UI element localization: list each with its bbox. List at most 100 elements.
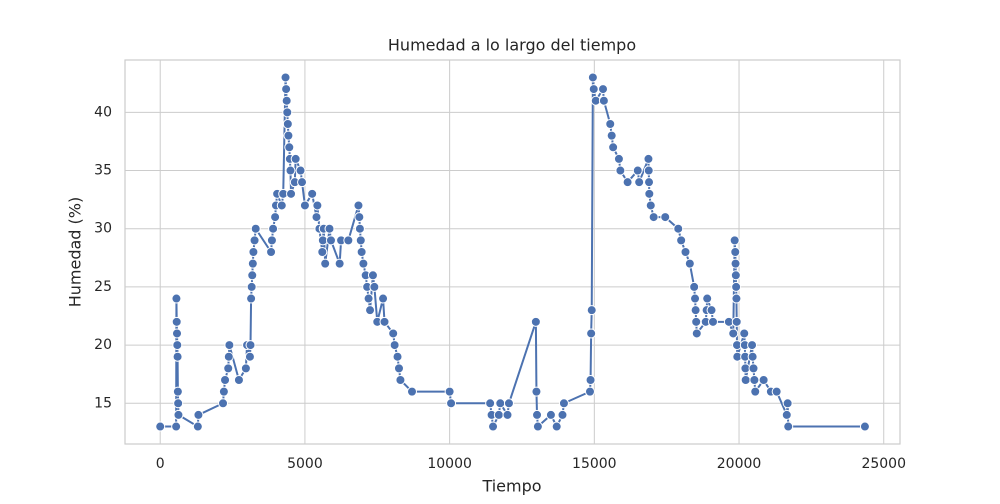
data-point (247, 270, 258, 281)
data-point (485, 398, 496, 409)
data-point (783, 421, 794, 432)
data-point (171, 293, 182, 304)
data-point (622, 177, 633, 188)
data-point (378, 293, 389, 304)
data-point (748, 363, 759, 374)
y-tick-label: 15 (94, 395, 112, 411)
data-point (606, 130, 617, 141)
data-point (172, 351, 183, 362)
data-point (290, 153, 301, 164)
data-point (250, 223, 261, 234)
data-point (706, 305, 717, 316)
data-point (493, 409, 504, 420)
data-point (389, 340, 400, 351)
data-point (284, 142, 295, 153)
data-point (173, 409, 184, 420)
data-point (643, 165, 654, 176)
data-point (739, 328, 750, 339)
data-point (531, 386, 542, 397)
data-point (613, 153, 624, 164)
data-point (295, 165, 306, 176)
data-point (248, 247, 259, 257)
data-point (388, 328, 399, 339)
data-point (530, 316, 541, 327)
data-point (532, 421, 543, 432)
data-point (392, 351, 403, 362)
data-point (307, 188, 318, 199)
data-point (286, 188, 297, 199)
data-point (379, 316, 390, 327)
data-point (859, 421, 870, 432)
data-point (502, 409, 513, 420)
data-point (608, 142, 619, 153)
data-point (645, 200, 656, 211)
data-point (749, 375, 760, 385)
data-point (358, 258, 369, 269)
data-point (245, 340, 256, 351)
data-point (393, 363, 404, 374)
data-point (691, 328, 702, 339)
data-point (281, 95, 292, 106)
data-point (644, 188, 655, 199)
data-point (758, 375, 769, 385)
data-point (320, 258, 331, 269)
data-point (285, 165, 296, 176)
data-point (266, 235, 277, 246)
data-point (680, 247, 691, 257)
data-point (545, 409, 556, 420)
data-point (673, 223, 684, 234)
data-point (355, 235, 366, 246)
data-point (731, 281, 742, 292)
data-point (218, 386, 229, 397)
data-point (702, 293, 713, 304)
data-point (730, 258, 741, 269)
data-point (325, 235, 336, 246)
data-point (280, 72, 291, 83)
data-point (585, 375, 596, 385)
y-tick-label: 25 (94, 279, 112, 295)
y-tick-label: 20 (94, 337, 112, 353)
data-point (740, 375, 751, 385)
data-point (192, 421, 203, 432)
data-point (312, 200, 323, 211)
data-point (282, 107, 293, 118)
data-point (268, 223, 279, 234)
data-point (407, 386, 418, 397)
chart-title: Humedad a lo largo del tiempo (388, 36, 636, 55)
data-point (395, 375, 406, 385)
data-point (171, 421, 182, 432)
x-tick-label: 20000 (717, 456, 762, 472)
data-point (334, 258, 345, 269)
data-point (365, 305, 376, 316)
data-point (731, 293, 742, 304)
x-tick-label: 25000 (861, 456, 906, 472)
data-point (598, 95, 609, 106)
data-point (266, 247, 277, 257)
data-point (690, 293, 701, 304)
data-point (707, 316, 718, 327)
data-point (643, 153, 654, 164)
data-point (283, 130, 294, 141)
data-point (747, 340, 758, 351)
data-point (193, 409, 204, 420)
data-point (782, 398, 793, 409)
data-point (354, 223, 365, 234)
data-point (367, 270, 378, 281)
data-point (690, 305, 701, 316)
data-point (605, 119, 616, 129)
data-point (171, 316, 182, 327)
data-point (691, 316, 702, 327)
data-point (444, 386, 455, 397)
data-point (311, 212, 322, 223)
data-point (299, 200, 310, 211)
data-point (353, 200, 364, 211)
data-point (586, 305, 597, 316)
data-point (632, 165, 643, 176)
data-point (729, 235, 740, 246)
data-point (731, 316, 742, 327)
data-point (684, 258, 695, 269)
data-point (588, 84, 599, 95)
data-point (356, 247, 367, 257)
data-point (223, 363, 234, 374)
